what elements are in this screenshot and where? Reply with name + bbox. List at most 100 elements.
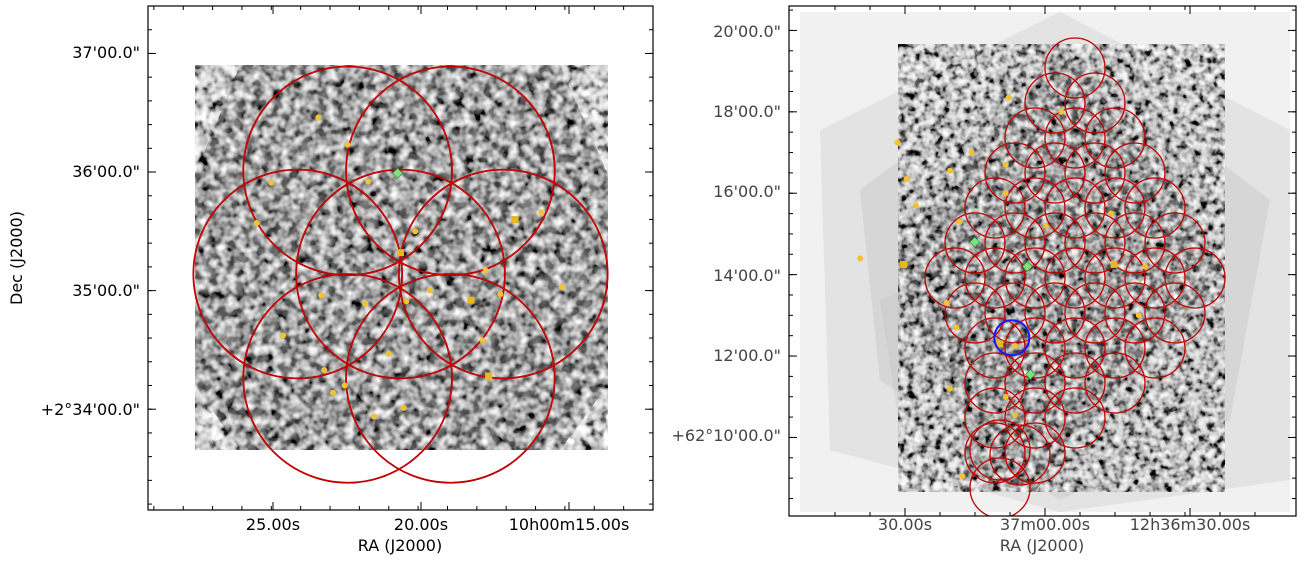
right-beam-circle [1004, 247, 1066, 309]
right-source-circle [1002, 161, 1009, 168]
right-source-circle [959, 473, 966, 480]
right-source-circle [1042, 222, 1049, 229]
right-x-axis-label: RA (J2000) [1000, 536, 1084, 555]
left-beam-circle [345, 273, 556, 484]
right-beam-circle [964, 352, 1026, 414]
right-beam-circle [944, 282, 1006, 344]
right-source-circle [1058, 108, 1065, 115]
left-source-circle [253, 220, 260, 227]
left-plot-area [192, 65, 609, 484]
right-beam-circle [1084, 317, 1146, 379]
left-xtick-label: 10h00m15.00s [509, 515, 630, 534]
right-beam-circle [984, 142, 1046, 204]
right-source-square [995, 340, 1003, 348]
right-source-circle [1005, 94, 1012, 101]
right-beam-circle [1044, 37, 1106, 99]
left-source-circle [558, 284, 565, 291]
left-xtick-label: 20.00s [394, 515, 448, 534]
right-source-circle [1107, 210, 1114, 217]
left-source-circle [280, 332, 287, 339]
right-beam-circle [1044, 352, 1106, 414]
right-beam-circle [969, 457, 1031, 516]
left-ytick-label: 37'00.0" [72, 43, 140, 62]
right-sources [857, 94, 1148, 480]
left-y-axis-label: Dec (J2000) [7, 211, 26, 305]
left-beam-circle [398, 168, 609, 380]
right-beam-circle [1144, 282, 1206, 344]
right-beam-circle [1124, 247, 1186, 309]
right-beam-circle [944, 212, 1006, 274]
right-beam-circle [1004, 422, 1066, 484]
right-ytick-label: +62°10'00.0" [671, 426, 781, 445]
left-source-square [467, 296, 475, 304]
right-source-square [1110, 260, 1118, 268]
right-beam-circle [1044, 177, 1106, 239]
left-source-circle [371, 413, 378, 420]
right-source-circle [943, 300, 950, 307]
right-beam-circle [1004, 317, 1066, 379]
right-beam-circle [1064, 212, 1126, 274]
left-source-circle [362, 300, 369, 307]
right-ytick-label: 18'00.0" [713, 102, 781, 121]
right-beam-circle [1004, 387, 1066, 449]
right-beam-circle [1044, 107, 1106, 169]
right-mosaic-image [898, 44, 1225, 492]
right-beam-circle [1064, 72, 1126, 134]
right-beam-circle [964, 422, 1026, 484]
left-source-square [397, 249, 404, 257]
right-source-circle [1002, 393, 1009, 400]
left-source-circle [268, 179, 275, 186]
left-beam-circle [242, 65, 453, 277]
right-ytick-label: 20'00.0" [713, 22, 781, 41]
right-source-circle [953, 324, 960, 331]
right-source-circle [912, 202, 919, 209]
left-beam-circle [295, 168, 506, 380]
left-panel: 37'00.0" 36'00.0" 35'00.0" +2°34'00.0" 2… [7, 5, 654, 555]
right-beam-circle [964, 177, 1026, 239]
right-source-diamond [969, 236, 981, 248]
right-beam-circle [1004, 107, 1066, 169]
left-source-circle [479, 337, 486, 344]
right-beam-circle [1064, 142, 1126, 204]
left-source-circle [497, 291, 504, 298]
right-beam-circle [1124, 177, 1186, 239]
right-beam-circle [1104, 142, 1166, 204]
right-ticks [789, 6, 1296, 516]
left-source-circle [482, 267, 489, 274]
left-ytick-label: 36'00.0" [72, 162, 140, 181]
left-source-circle [412, 228, 419, 235]
right-source-circle [968, 149, 975, 156]
right-x-tick-labels: 30.00s 37m00.00s 12h36m30.00s [878, 515, 1250, 534]
right-source-circle [894, 139, 901, 146]
right-source-diamond [1021, 261, 1033, 272]
right-beam-circle [964, 247, 1026, 309]
right-xtick-label: 12h36m30.00s [1130, 515, 1251, 534]
right-source-circle [1002, 190, 1009, 197]
left-source-square [511, 215, 519, 223]
left-beam-circles [192, 65, 609, 484]
right-beam-circle [1084, 247, 1146, 309]
right-beam-circle [964, 387, 1026, 449]
left-sources [253, 114, 565, 420]
right-beam-circle [1004, 352, 1066, 414]
right-beam-circle [1004, 177, 1066, 239]
right-beam-circle [1104, 212, 1166, 274]
right-beam-circle [984, 212, 1046, 274]
right-beam-circle [969, 419, 1031, 481]
left-beam-circle [345, 65, 556, 277]
right-ytick-label: 16'00.0" [713, 182, 781, 201]
left-source-diamond [392, 167, 403, 179]
left-source-circle [403, 298, 410, 305]
right-beam-circle [1104, 282, 1166, 344]
left-source-circle [315, 114, 322, 121]
right-source-square [900, 260, 908, 268]
left-ytick-label: 35'00.0" [72, 281, 140, 300]
right-beam-circle [989, 424, 1051, 486]
right-beam-circle [1024, 72, 1086, 134]
left-xtick-label: 25.00s [246, 515, 300, 534]
right-beam-circle [1064, 282, 1126, 344]
right-beam-circle [1144, 212, 1206, 274]
right-xtick-label: 30.00s [878, 515, 932, 534]
right-source-diamond [1025, 368, 1036, 380]
